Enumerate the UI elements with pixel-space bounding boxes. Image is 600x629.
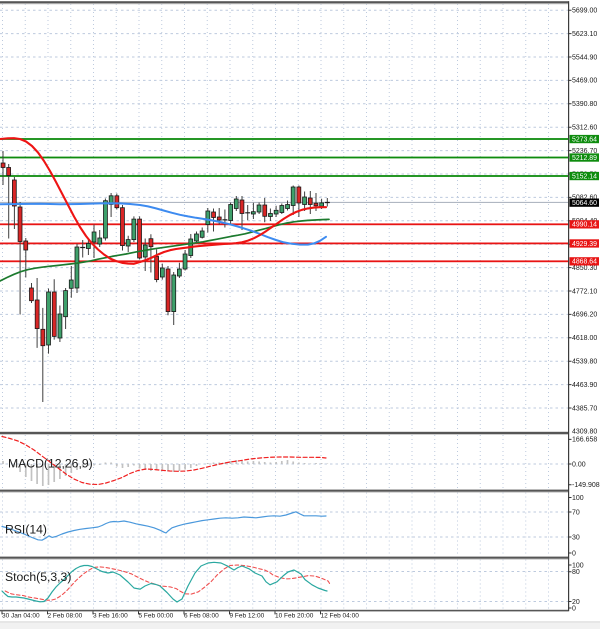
svg-text:RSI(14): RSI(14) (5, 523, 47, 537)
svg-text:MACD(12,26,9): MACD(12,26,9) (8, 456, 93, 470)
svg-text:4772.10: 4772.10 (572, 288, 597, 295)
svg-text:4990.14: 4990.14 (572, 222, 597, 229)
svg-text:0: 0 (572, 550, 576, 557)
svg-text:4696.20: 4696.20 (572, 312, 597, 319)
svg-text:4618.00: 4618.00 (572, 335, 597, 342)
svg-text:4385.70: 4385.70 (572, 405, 597, 412)
svg-text:Stoch(5,3,3): Stoch(5,3,3) (5, 570, 71, 584)
svg-text:-149.908: -149.908 (572, 482, 600, 489)
svg-text:0.00: 0.00 (572, 461, 586, 468)
svg-text:70: 70 (572, 509, 580, 516)
svg-text:4929.39: 4929.39 (572, 241, 597, 248)
svg-text:10 Feb 20:00: 10 Feb 20:00 (275, 613, 314, 620)
svg-text:12 Feb 04:00: 12 Feb 04:00 (321, 613, 360, 620)
svg-text:4309.80: 4309.80 (572, 429, 597, 436)
svg-text:4850.30: 4850.30 (572, 265, 597, 272)
svg-text:5064.60: 5064.60 (572, 200, 597, 207)
svg-text:80: 80 (572, 569, 580, 576)
svg-text:5312.60: 5312.60 (572, 125, 597, 132)
svg-text:5273.64: 5273.64 (572, 136, 597, 143)
svg-text:166.658: 166.658 (572, 437, 597, 444)
svg-text:3 Feb 16:00: 3 Feb 16:00 (93, 613, 128, 620)
svg-text:5 Feb 00:00: 5 Feb 00:00 (139, 613, 174, 620)
svg-text:30 Jan 04:00: 30 Jan 04:00 (2, 613, 40, 620)
svg-text:100: 100 (572, 562, 584, 569)
svg-text:5544.90: 5544.90 (572, 54, 597, 61)
svg-text:20: 20 (572, 599, 580, 606)
svg-text:9 Feb 12:00: 9 Feb 12:00 (230, 613, 265, 620)
svg-text:5623.10: 5623.10 (572, 31, 597, 38)
svg-text:0: 0 (572, 605, 576, 612)
svg-text:5699.00: 5699.00 (572, 8, 597, 15)
svg-text:5469.00: 5469.00 (572, 78, 597, 85)
svg-text:5236.70: 5236.70 (572, 148, 597, 155)
svg-text:4868.64: 4868.64 (572, 259, 597, 266)
svg-text:4463.90: 4463.90 (572, 382, 597, 389)
svg-text:30: 30 (572, 534, 580, 541)
svg-text:4539.80: 4539.80 (572, 359, 597, 366)
svg-text:5082.60: 5082.60 (572, 195, 597, 202)
svg-text:100: 100 (572, 495, 584, 502)
svg-text:5212.89: 5212.89 (572, 155, 597, 162)
svg-text:5390.80: 5390.80 (572, 101, 597, 108)
svg-text:6 Feb 08:00: 6 Feb 08:00 (184, 613, 219, 620)
svg-text:5152.14: 5152.14 (572, 173, 597, 180)
svg-text:2 Feb 08:00: 2 Feb 08:00 (48, 613, 83, 620)
